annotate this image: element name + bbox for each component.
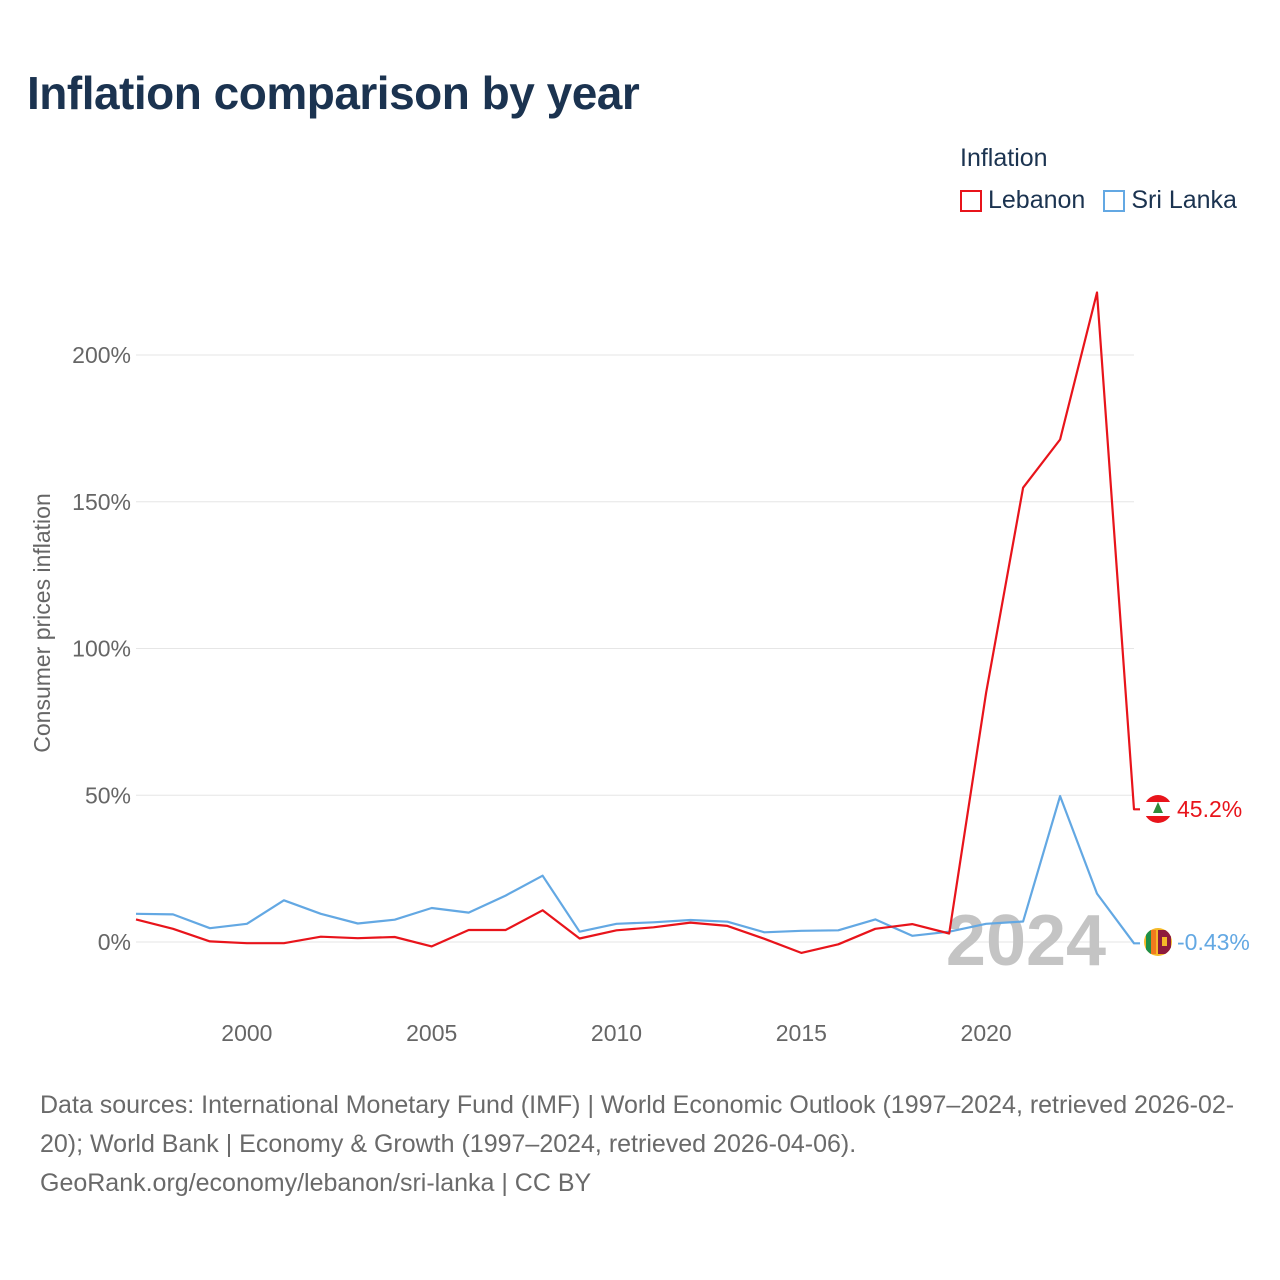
series-sri-lanka (135, 791, 1140, 948)
point-lebanon-2013[interactable] (722, 921, 732, 931)
point-sri-lanka-2023[interactable] (1092, 889, 1102, 899)
point-lebanon-2000[interactable] (242, 938, 252, 948)
point-lebanon-2023[interactable] (1092, 287, 1102, 297)
point-lebanon-2009[interactable] (575, 933, 585, 943)
point-sri-lanka-1998[interactable] (168, 909, 178, 919)
y-tick-label: 50% (85, 782, 131, 808)
point-lebanon-2024[interactable] (1129, 804, 1139, 814)
point-sri-lanka-2005[interactable] (427, 903, 437, 913)
series-lines (131, 287, 1140, 958)
footer: Data sources: International Monetary Fun… (40, 1086, 1250, 1203)
lebanon-flag-icon (1144, 795, 1172, 823)
point-sri-lanka-2007[interactable] (501, 891, 511, 901)
point-lebanon-2019[interactable] (944, 928, 954, 938)
legend-label-lebanon: Lebanon (988, 186, 1086, 214)
point-sri-lanka-2018[interactable] (907, 931, 917, 941)
line-sri-lanka[interactable] (135, 794, 1140, 945)
point-sri-lanka-2004[interactable] (390, 915, 400, 925)
x-tick-label: 2000 (221, 1020, 272, 1046)
point-sri-lanka-2000[interactable] (242, 919, 252, 929)
x-axis-ticks: 2000 2005 2010 2015 2020 (221, 1020, 1011, 1046)
point-lebanon-2011[interactable] (648, 922, 658, 932)
point-lebanon-2007[interactable] (501, 925, 511, 935)
y-tick-label: 100% (72, 636, 131, 662)
y-tick-label: 150% (72, 489, 131, 515)
y-tick-label: 0% (98, 929, 131, 955)
point-sri-lanka-2008[interactable] (538, 871, 548, 881)
y-tick-label: 200% (72, 342, 131, 368)
credit-link[interactable]: GeoRank.org/economy/lebanon/sri-lanka | … (40, 1169, 592, 1197)
x-tick-label: 2010 (591, 1020, 642, 1046)
point-sri-lanka-2024[interactable] (1129, 938, 1139, 948)
point-sri-lanka-1999[interactable] (205, 923, 215, 933)
legend: Lebanon Sri Lanka (960, 186, 1255, 215)
point-lebanon-2014[interactable] (759, 934, 769, 944)
point-lebanon-2021[interactable] (1018, 483, 1028, 493)
legend-swatch-sri-lanka (1103, 189, 1126, 212)
point-sri-lanka-2017[interactable] (870, 914, 880, 924)
point-lebanon-1997[interactable] (131, 914, 141, 924)
point-sri-lanka-2003[interactable] (353, 919, 363, 929)
point-sri-lanka-2022[interactable] (1055, 791, 1065, 801)
point-lebanon-1999[interactable] (205, 936, 215, 946)
x-tick-label: 2015 (776, 1020, 827, 1046)
point-lebanon-2002[interactable] (316, 932, 326, 942)
line-chart: 2024 0%50%100%150%200% 2000 2005 2010 2015 2… (29, 287, 1250, 1046)
line-lebanon[interactable] (135, 291, 1140, 955)
point-sri-lanka-2015[interactable] (796, 926, 806, 936)
point-sri-lanka-2021[interactable] (1018, 916, 1028, 926)
x-tick-label: 2020 (961, 1020, 1012, 1046)
point-lebanon-2012[interactable] (685, 918, 695, 928)
chart-title: Inflation comparison by year (27, 67, 640, 119)
point-lebanon-1998[interactable] (168, 924, 178, 934)
x-tick-label: 2005 (406, 1020, 457, 1046)
point-lebanon-2008[interactable] (538, 905, 548, 915)
point-lebanon-2004[interactable] (390, 932, 400, 942)
point-lebanon-2022[interactable] (1055, 435, 1065, 445)
sri-lanka-flag-icon (1144, 928, 1172, 956)
point-sri-lanka-2002[interactable] (316, 909, 326, 919)
end-label-sri-lanka: -0.43% (1177, 929, 1250, 955)
point-sri-lanka-2001[interactable] (279, 895, 289, 905)
point-sri-lanka-2016[interactable] (833, 925, 843, 935)
point-lebanon-2006[interactable] (464, 925, 474, 935)
point-lebanon-2001[interactable] (279, 938, 289, 948)
legend-label-sri-lanka: Sri Lanka (1131, 186, 1237, 214)
legend-item-sri-lanka[interactable]: Sri Lanka (1103, 186, 1237, 215)
point-lebanon-2017[interactable] (870, 924, 880, 934)
point-lebanon-2020[interactable] (981, 688, 991, 698)
legend-swatch-lebanon (960, 189, 982, 212)
gridlines (136, 354, 1134, 943)
legend-item-lebanon[interactable]: Lebanon (960, 186, 1085, 215)
point-lebanon-2016[interactable] (833, 939, 843, 949)
end-label-lebanon: 45.2% (1177, 796, 1242, 822)
y-axis-ticks: 0% 50% 100% 150% 200% (72, 342, 131, 955)
data-sources: Data sources: International Monetary Fun… (40, 1091, 1235, 1158)
point-lebanon-2003[interactable] (353, 933, 363, 943)
point-lebanon-2010[interactable] (612, 925, 622, 935)
y-axis-label: Consumer prices inflation (29, 493, 55, 753)
point-lebanon-2015[interactable] (796, 948, 806, 958)
legend-title: Inflation (960, 144, 1048, 172)
point-sri-lanka-2020[interactable] (981, 919, 991, 929)
series-lebanon (131, 287, 1140, 958)
point-sri-lanka-2006[interactable] (464, 908, 474, 918)
point-lebanon-2005[interactable] (427, 941, 437, 951)
point-lebanon-2018[interactable] (907, 919, 917, 929)
